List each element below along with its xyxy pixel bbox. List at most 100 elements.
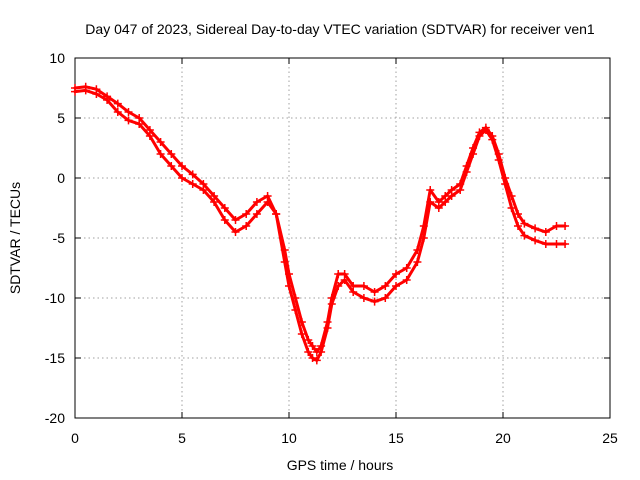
data-point xyxy=(426,198,435,206)
data-point xyxy=(462,168,471,176)
grid xyxy=(75,58,610,418)
y-tick-label: -5 xyxy=(53,230,66,246)
data-point xyxy=(370,288,379,296)
data-point xyxy=(419,234,428,242)
data-point xyxy=(501,180,510,188)
data-point xyxy=(334,282,343,290)
data-point xyxy=(304,336,313,344)
data-point xyxy=(359,294,368,302)
data-point xyxy=(252,210,261,218)
data-point xyxy=(263,198,272,206)
data-point xyxy=(156,138,165,146)
data-point xyxy=(392,270,400,278)
data-point xyxy=(520,231,529,240)
data-point xyxy=(359,282,368,290)
data-point xyxy=(103,96,112,104)
data-point xyxy=(312,356,321,365)
x-tick-label: 20 xyxy=(495,430,511,446)
data-point xyxy=(494,156,503,164)
x-tick-label: 15 xyxy=(388,430,404,446)
x-tick-label: 10 xyxy=(281,430,297,446)
data-point xyxy=(531,224,540,233)
data-point xyxy=(304,348,313,356)
data-point xyxy=(308,342,317,350)
y-tick-label: -15 xyxy=(45,350,65,366)
data-point xyxy=(447,192,456,200)
data-point xyxy=(220,204,229,212)
x-axis-label: GPS time / hours xyxy=(287,457,394,473)
data-point xyxy=(402,276,411,284)
series-layer xyxy=(71,82,570,365)
series-line xyxy=(73,88,567,362)
data-point xyxy=(327,300,336,308)
data-point xyxy=(541,240,550,248)
x-tick-label: 0 xyxy=(71,430,79,446)
data-point xyxy=(242,210,251,218)
data-point xyxy=(392,282,400,290)
data-point xyxy=(124,108,133,116)
data-point xyxy=(552,222,561,230)
data-point xyxy=(178,174,186,182)
y-tick-label: -20 xyxy=(45,410,65,426)
series-track-b xyxy=(71,86,570,365)
data-point xyxy=(81,86,90,95)
data-point xyxy=(469,150,478,158)
data-point xyxy=(231,228,240,236)
data-point xyxy=(381,282,390,290)
data-point xyxy=(285,282,293,290)
data-point xyxy=(280,258,289,266)
data-point xyxy=(413,258,422,266)
data-point xyxy=(272,210,281,218)
data-point xyxy=(167,150,176,158)
data-point xyxy=(220,216,229,224)
data-point xyxy=(113,108,122,116)
data-point xyxy=(402,264,411,272)
data-point xyxy=(552,240,561,248)
series-track-a xyxy=(71,82,570,356)
data-point xyxy=(188,180,197,188)
y-tick-label: -10 xyxy=(45,290,65,306)
data-point xyxy=(370,297,379,306)
data-point xyxy=(124,116,133,125)
data-point xyxy=(308,354,317,362)
y-tick-label: 0 xyxy=(57,170,65,186)
y-axis-label: SDTVAR / TECUs xyxy=(7,182,23,294)
data-point xyxy=(520,219,529,228)
data-point xyxy=(92,90,101,98)
axis-ticks xyxy=(74,57,611,419)
data-point xyxy=(188,170,197,179)
y-tick-label: 10 xyxy=(49,50,65,66)
data-point xyxy=(156,150,165,158)
data-point xyxy=(317,348,326,356)
data-point xyxy=(561,240,570,248)
chart-title: Day 047 of 2023, Sidereal Day-to-day VTE… xyxy=(85,21,595,37)
data-point xyxy=(167,162,176,170)
data-point xyxy=(507,204,516,212)
data-point xyxy=(561,222,570,230)
data-point xyxy=(71,87,79,96)
data-point xyxy=(252,198,261,206)
data-point xyxy=(297,330,306,338)
data-point xyxy=(434,204,443,212)
data-point xyxy=(481,126,490,134)
tick-labels: 0 5 10 15 20 25 10 5 0 -5 -10 -15 -20 xyxy=(45,50,618,446)
data-point xyxy=(513,222,522,230)
data-point xyxy=(541,228,550,236)
data-point xyxy=(242,222,251,230)
data-point xyxy=(475,132,484,140)
data-point xyxy=(323,324,332,332)
data-point xyxy=(199,186,208,194)
data-point xyxy=(456,186,465,194)
data-point xyxy=(531,236,540,245)
data-point xyxy=(426,186,435,194)
data-point xyxy=(178,162,186,170)
y-tick-label: 5 xyxy=(57,110,65,126)
data-point xyxy=(291,306,300,314)
data-point xyxy=(340,276,349,284)
data-point xyxy=(145,132,154,140)
data-point xyxy=(441,198,450,206)
data-point xyxy=(210,198,219,206)
x-tick-label: 5 xyxy=(178,430,186,446)
data-point xyxy=(381,294,390,302)
